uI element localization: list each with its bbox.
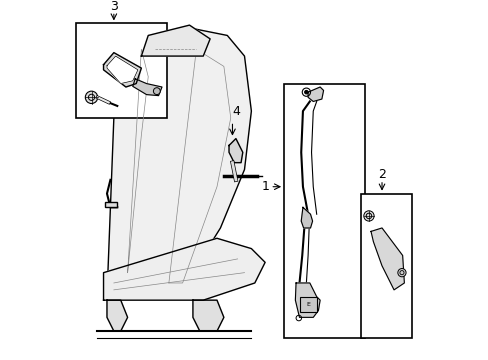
Circle shape [363,211,373,221]
Bar [105,202,117,207]
Polygon shape [141,25,210,56]
Polygon shape [193,300,224,331]
Text: 4: 4 [231,104,239,117]
Polygon shape [307,87,323,102]
Bar [361,194,411,338]
Polygon shape [133,79,162,96]
Circle shape [304,90,307,94]
Polygon shape [228,139,242,163]
Text: 2: 2 [377,168,385,181]
Text: 1: 1 [261,180,268,193]
Text: E: E [306,302,310,307]
Polygon shape [301,207,312,228]
Bar [76,23,167,118]
Circle shape [397,269,405,277]
Polygon shape [370,228,404,290]
Polygon shape [107,56,138,84]
Text: 3: 3 [110,0,118,13]
Bar [284,84,364,338]
Bar [300,297,316,312]
Polygon shape [107,28,251,297]
Polygon shape [107,300,127,331]
Circle shape [153,88,160,95]
Polygon shape [103,53,141,87]
Circle shape [85,91,98,104]
Polygon shape [103,238,264,300]
Polygon shape [295,283,320,318]
